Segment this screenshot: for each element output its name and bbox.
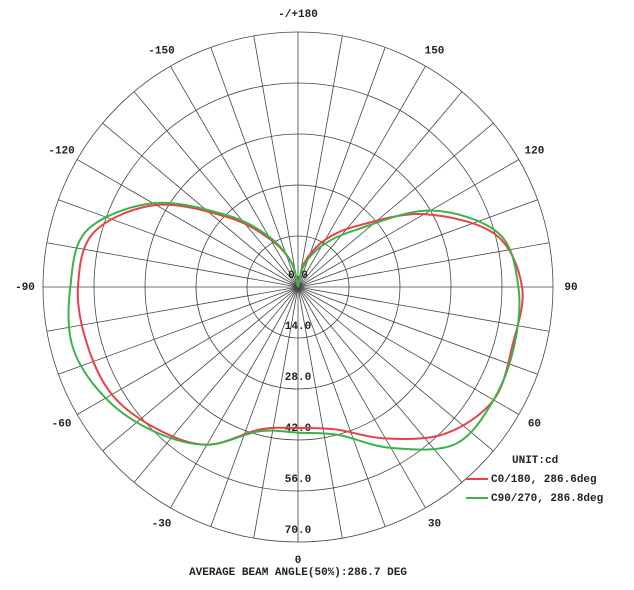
grid-circle xyxy=(246,235,350,339)
spoke xyxy=(297,159,520,288)
spoke xyxy=(76,159,299,288)
spoke xyxy=(297,65,426,288)
spoke xyxy=(297,286,426,509)
spoke xyxy=(297,242,550,288)
angle-tick-label: -150 xyxy=(148,45,174,57)
grid-circle xyxy=(93,82,503,492)
spoke xyxy=(297,35,343,288)
legend-title: UNIT:cd xyxy=(512,455,558,467)
grid-circle xyxy=(144,133,452,441)
r-tick-label: 28.0 xyxy=(285,372,311,384)
angle-tick-label: -/+180 xyxy=(278,9,318,21)
spoke xyxy=(58,286,299,375)
angle-tick-label: 30 xyxy=(428,518,441,530)
spoke xyxy=(297,286,494,452)
angle-tick-label: -30 xyxy=(152,518,172,530)
footer: AVERAGE BEAM ANGLE(50%):286.7 DEG xyxy=(189,567,407,579)
spoke xyxy=(210,47,299,288)
spoke xyxy=(297,122,494,288)
spoke xyxy=(76,286,299,415)
r-tick-label: 0.0 xyxy=(288,270,308,282)
series-line xyxy=(76,203,524,446)
r-tick-label: 14.0 xyxy=(285,321,311,333)
spoke xyxy=(297,286,386,527)
spoke xyxy=(133,91,299,288)
spoke xyxy=(297,286,463,483)
spoke xyxy=(253,286,299,539)
angle-tick-label: 0 xyxy=(295,555,302,567)
angle-tick-label: 150 xyxy=(425,45,445,57)
spoke xyxy=(170,286,299,509)
spoke xyxy=(133,286,299,483)
legend-label: C90/270, 286.8deg xyxy=(491,493,603,505)
angle-tick-label: 120 xyxy=(525,145,545,157)
angle-tick-label: -60 xyxy=(52,418,72,430)
spoke xyxy=(297,47,386,288)
grid xyxy=(42,31,554,543)
spoke xyxy=(170,65,299,288)
spoke xyxy=(297,286,343,539)
angle-tick-label: 60 xyxy=(528,418,541,430)
spoke xyxy=(297,286,520,415)
spoke xyxy=(297,91,463,288)
r-tick-label: 70.0 xyxy=(285,525,311,537)
spoke xyxy=(297,286,538,375)
angle-tick-label: -90 xyxy=(15,282,35,294)
angle-tick-label: 90 xyxy=(564,282,577,294)
grid-circle xyxy=(195,184,401,390)
spoke xyxy=(297,199,538,288)
spoke xyxy=(210,286,299,527)
spoke xyxy=(58,199,299,288)
spoke xyxy=(297,286,550,332)
spoke xyxy=(46,242,299,288)
spoke xyxy=(46,286,299,332)
angle-tick-label: -120 xyxy=(48,145,74,157)
spoke xyxy=(102,122,299,288)
grid-circle xyxy=(42,31,554,543)
series-line xyxy=(67,201,521,451)
spoke xyxy=(253,35,299,288)
r-tick-label: 56.0 xyxy=(285,474,311,486)
spoke xyxy=(102,286,299,452)
legend-label: C0/180, 286.6deg xyxy=(491,474,597,486)
